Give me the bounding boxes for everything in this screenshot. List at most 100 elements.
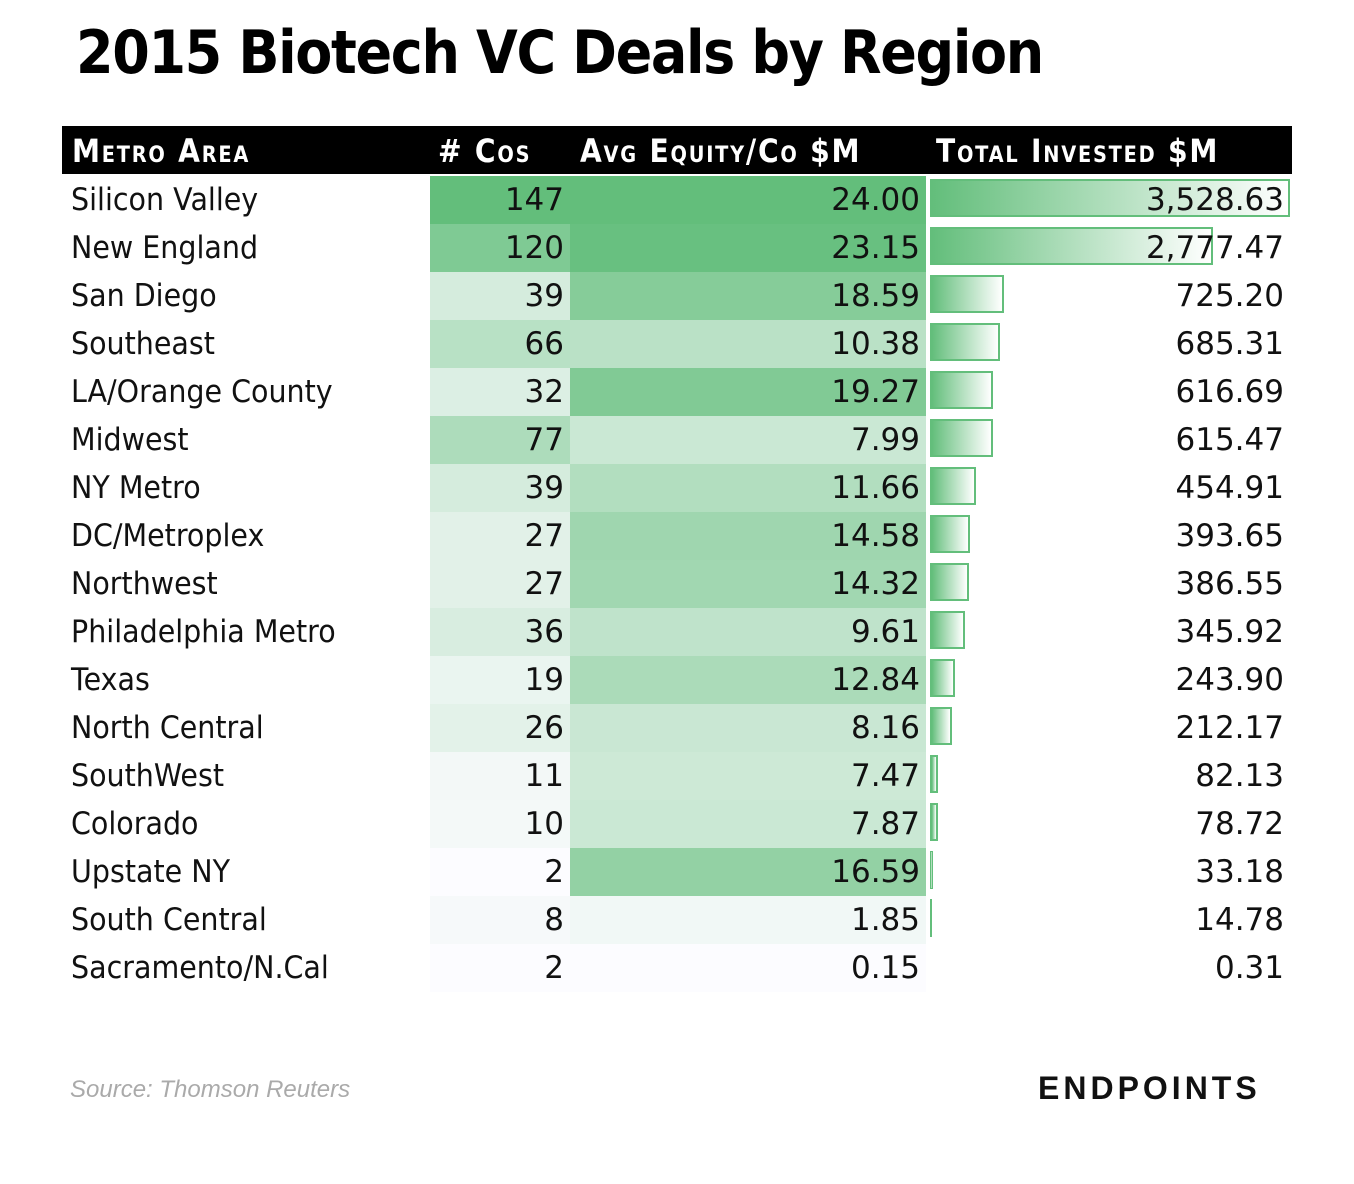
cos-cell: 120 — [430, 224, 570, 272]
total-invested-bar — [930, 227, 1214, 265]
total-invested-cell: 14.78 — [1195, 902, 1284, 938]
total-invested-cell: 393.65 — [1175, 518, 1284, 554]
avg-equity-cell: 18.59 — [570, 272, 926, 320]
table-row: San Diego 39 18.59 725.20 — [62, 272, 1292, 320]
table-row: Texas 19 12.84 243.90 — [62, 656, 1292, 704]
table-row: North Central 26 8.16 212.17 — [62, 704, 1292, 752]
cos-cell: 39 — [430, 464, 570, 512]
metro-area-cell: Colorado — [71, 806, 199, 842]
total-invested-bar — [930, 371, 993, 409]
cos-cell: 26 — [430, 704, 570, 752]
total-invested-bar — [930, 611, 966, 649]
total-invested-bar — [930, 659, 955, 697]
total-invested-cell: 725.20 — [1175, 278, 1284, 314]
total-invested-cell: 0.31 — [1214, 950, 1284, 986]
table-body: Silicon Valley 147 24.00 3,528.63 New Englan… — [62, 176, 1292, 992]
metro-area-cell: Southeast — [71, 326, 215, 362]
cos-cell: 19 — [430, 656, 570, 704]
total-invested-cell: 2,777.47 — [1145, 230, 1284, 266]
total-invested-cell: 212.17 — [1175, 710, 1284, 746]
total-invested-cell: 33.18 — [1195, 854, 1284, 890]
cos-cell: 36 — [430, 608, 570, 656]
table-row: NY Metro 39 11.66 454.91 — [62, 464, 1292, 512]
total-invested-bar — [930, 899, 932, 937]
metro-area-cell: Sacramento/N.Cal — [71, 950, 329, 986]
avg-equity-cell: 9.61 — [570, 608, 926, 656]
table-row: New England 120 23.15 2,777.47 — [62, 224, 1292, 272]
metro-area-cell: Philadelphia Metro — [71, 614, 336, 650]
metro-area-cell: Texas — [71, 662, 150, 698]
metro-area-cell: San Diego — [71, 278, 217, 314]
table-row: Southeast 66 10.38 685.31 — [62, 320, 1292, 368]
avg-equity-cell: 23.15 — [570, 224, 926, 272]
total-invested-bar — [930, 755, 939, 793]
total-invested-bar — [930, 707, 952, 745]
avg-equity-cell: 10.38 — [570, 320, 926, 368]
metro-area-cell: Northwest — [71, 566, 218, 602]
avg-equity-cell: 8.16 — [570, 704, 926, 752]
total-invested-cell: 386.55 — [1175, 566, 1284, 602]
table-row: Philadelphia Metro 36 9.61 345.92 — [62, 608, 1292, 656]
cos-cell: 27 — [430, 512, 570, 560]
metro-area-cell: SouthWest — [71, 758, 225, 794]
cos-cell: 2 — [430, 848, 570, 896]
cos-cell: 39 — [430, 272, 570, 320]
endpoints-logo: ENDPOINTS — [1038, 1070, 1261, 1106]
table-row: SouthWest 11 7.47 82.13 — [62, 752, 1292, 800]
total-invested-bar — [930, 179, 1290, 217]
avg-equity-cell: 19.27 — [570, 368, 926, 416]
header-total-invested: Total Invested $M — [936, 132, 1220, 170]
avg-equity-cell: 7.47 — [570, 752, 926, 800]
cos-cell: 77 — [430, 416, 570, 464]
table-row: Upstate NY 2 16.59 33.18 — [62, 848, 1292, 896]
table-row: Northwest 27 14.32 386.55 — [62, 560, 1292, 608]
header-cos: # Cos — [438, 132, 532, 170]
metro-area-cell: LA/Orange County — [71, 374, 333, 410]
total-invested-bar — [930, 467, 977, 505]
total-invested-cell: 345.92 — [1175, 614, 1284, 650]
cos-cell: 11 — [430, 752, 570, 800]
total-invested-cell: 616.69 — [1175, 374, 1284, 410]
total-invested-cell: 615.47 — [1175, 422, 1284, 458]
total-invested-cell: 243.90 — [1175, 662, 1284, 698]
avg-equity-cell: 14.58 — [570, 512, 926, 560]
metro-area-cell: Silicon Valley — [71, 182, 259, 218]
avg-equity-cell: 7.87 — [570, 800, 926, 848]
total-invested-bar — [930, 563, 970, 601]
metro-area-cell: North Central — [71, 710, 264, 746]
table-row: Midwest 77 7.99 615.47 — [62, 416, 1292, 464]
table-row: LA/Orange County 32 19.27 616.69 — [62, 368, 1292, 416]
metro-area-cell: New England — [71, 230, 259, 266]
avg-equity-cell: 12.84 — [570, 656, 926, 704]
total-invested-cell: 82.13 — [1195, 758, 1284, 794]
cos-cell: 2 — [430, 944, 570, 992]
metro-area-cell: DC/Metroplex — [71, 518, 265, 554]
metro-area-cell: South Central — [71, 902, 267, 938]
avg-equity-cell: 16.59 — [570, 848, 926, 896]
table-row: Sacramento/N.Cal 2 0.15 0.31 — [62, 944, 1292, 992]
header-avg-equity: Avg Equity/Co $M — [580, 132, 862, 170]
total-invested-bar — [930, 419, 993, 457]
total-invested-cell: 454.91 — [1175, 470, 1284, 506]
cos-cell: 147 — [430, 176, 570, 224]
metro-area-cell: Upstate NY — [71, 854, 231, 890]
source-note: Source: Thomson Reuters — [70, 1076, 351, 1103]
table-header: Metro Area # Cos Avg Equity/Co $M Total … — [62, 126, 1292, 174]
total-invested-cell: 3,528.63 — [1145, 182, 1284, 218]
avg-equity-cell: 24.00 — [570, 176, 926, 224]
cos-cell: 10 — [430, 800, 570, 848]
total-invested-cell: 78.72 — [1195, 806, 1284, 842]
table-row: South Central 8 1.85 14.78 — [62, 896, 1292, 944]
cos-cell: 66 — [430, 320, 570, 368]
avg-equity-cell: 0.15 — [570, 944, 926, 992]
total-invested-bar — [930, 323, 1000, 361]
total-invested-bar — [930, 803, 939, 841]
table-row: Silicon Valley 147 24.00 3,528.63 — [62, 176, 1292, 224]
cos-cell: 8 — [430, 896, 570, 944]
total-invested-bar — [930, 515, 971, 553]
metro-area-cell: NY Metro — [71, 470, 201, 506]
avg-equity-cell: 1.85 — [570, 896, 926, 944]
cos-cell: 27 — [430, 560, 570, 608]
header-metro-area: Metro Area — [72, 132, 251, 170]
avg-equity-cell: 14.32 — [570, 560, 926, 608]
